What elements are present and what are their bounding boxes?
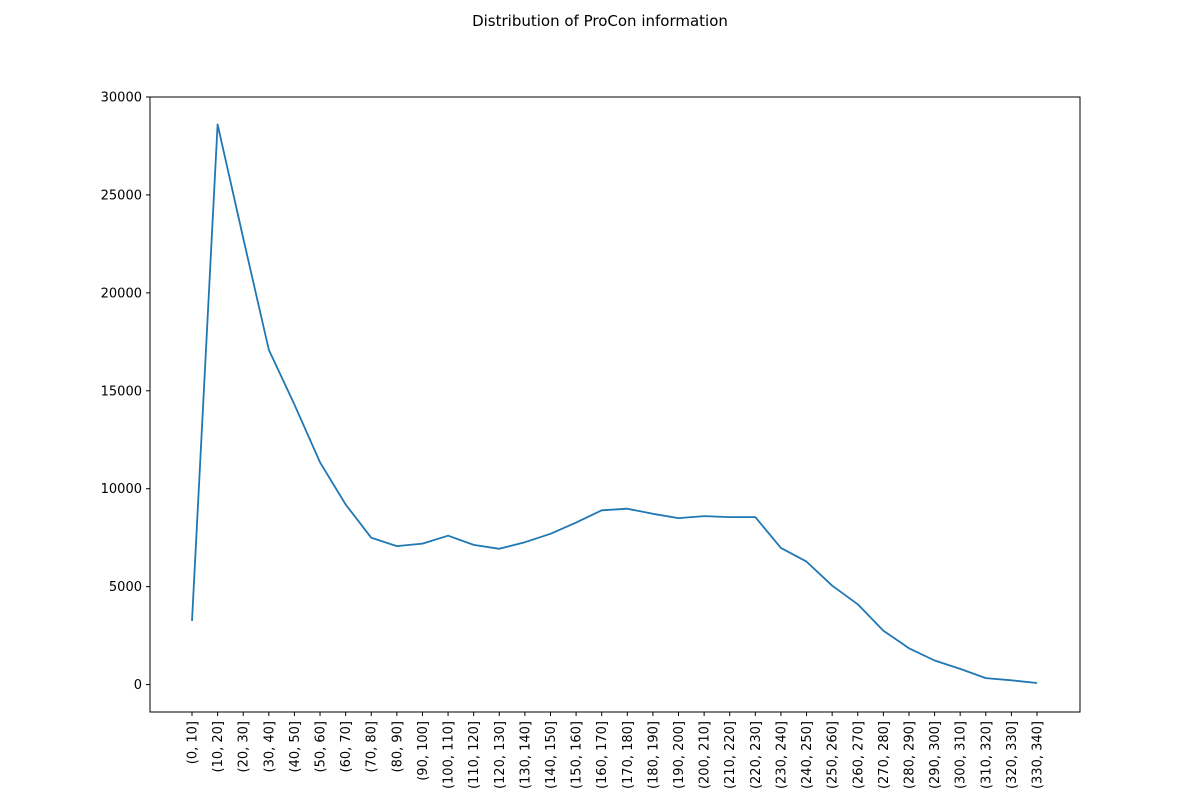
x-tick-label: (220, 230] [749, 721, 764, 789]
x-tick-label: (320, 330] [1005, 721, 1020, 789]
x-tick-label: (30, 40] [262, 721, 277, 773]
x-tick-label: (80, 90] [390, 721, 405, 773]
x-tick-label: (230, 240] [774, 721, 789, 789]
x-tick-label: (330, 340] [1031, 721, 1046, 789]
x-tick-label: (250, 260] [826, 721, 841, 789]
x-tick-label: (140, 150] [544, 721, 559, 789]
x-tick-label: (210, 220] [723, 721, 738, 789]
y-tick-label: 0 [134, 678, 142, 693]
x-tick-label: (240, 250] [800, 721, 815, 789]
x-tick-label: (150, 160] [570, 721, 585, 789]
y-tick-label: 30000 [101, 91, 142, 106]
x-tick-label: (70, 80] [365, 721, 380, 773]
x-tick-label: (310, 320] [979, 721, 994, 789]
x-tick-label: (200, 210] [698, 721, 713, 789]
x-tick-label: (290, 300] [928, 721, 943, 789]
x-tick-label: (40, 50] [288, 721, 303, 773]
x-tick-label: (100, 110] [442, 721, 457, 789]
y-tick-label: 10000 [101, 482, 142, 497]
x-tick-label: (130, 140] [518, 721, 533, 789]
x-tick-label: (170, 180] [621, 721, 636, 789]
x-tick-label: (160, 170] [595, 721, 610, 789]
x-tick-label: (90, 100] [416, 721, 431, 781]
x-tick-label: (120, 130] [493, 721, 508, 789]
x-tick-label: (300, 310] [954, 721, 969, 789]
x-tick-label: (60, 70] [339, 721, 354, 773]
y-tick-label: 5000 [109, 580, 142, 595]
y-tick-label: 15000 [101, 384, 142, 399]
x-tick-label: (260, 270] [851, 721, 866, 789]
x-tick-label: (50, 60] [314, 721, 329, 773]
chart-title: Distribution of ProCon information [472, 12, 728, 30]
y-tick-label: 25000 [101, 188, 142, 203]
x-tick-label: (20, 30] [237, 721, 252, 773]
plot-frame [149, 96, 1081, 713]
x-tick-label: (180, 190] [646, 721, 661, 789]
x-tick-label: (190, 200] [672, 721, 687, 789]
x-tick-label: (0, 10] [186, 721, 201, 764]
y-tick-label: 20000 [101, 286, 142, 301]
data-line [191, 123, 1038, 684]
x-tick-label: (280, 290] [902, 721, 917, 789]
x-tick-label: (270, 280] [877, 721, 892, 789]
x-tick-label: (10, 20] [211, 721, 226, 773]
x-tick-label: (110, 120] [467, 721, 482, 789]
